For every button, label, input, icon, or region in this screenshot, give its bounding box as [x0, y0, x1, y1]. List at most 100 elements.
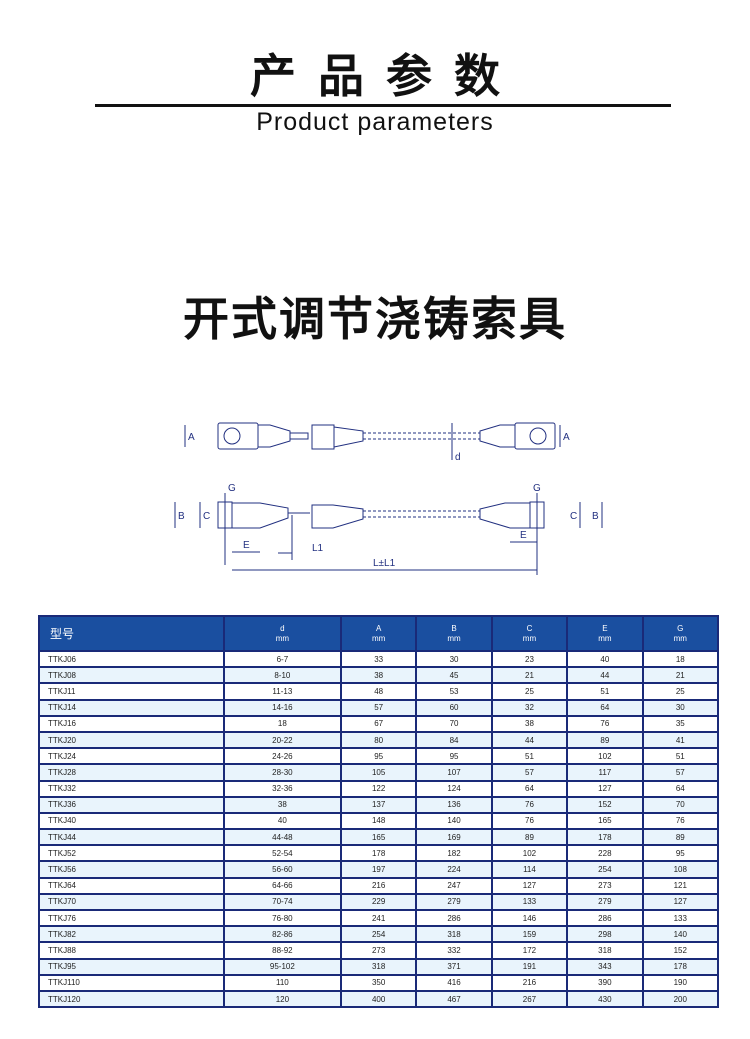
value-cell: 114 — [490, 861, 569, 879]
column-header-unit: mm — [598, 633, 612, 643]
section-title-cn: 产品参数 — [250, 49, 522, 103]
value-cell: 159 — [490, 926, 569, 944]
value-cell: 136 — [415, 796, 493, 814]
value-cell: 148 — [339, 812, 418, 831]
title-divider — [95, 104, 671, 107]
value-cell: 21 — [641, 667, 720, 685]
value-cell: 390 — [566, 974, 644, 992]
value-cell: 127 — [641, 893, 720, 912]
value-cell: 286 — [415, 910, 493, 928]
value-cell: 8-10 — [222, 667, 342, 685]
value-cell: 76 — [566, 715, 644, 733]
model-cell: TTKJ08 — [38, 667, 225, 685]
column-header-unit: mm — [673, 633, 687, 643]
label-b-right: B — [592, 511, 599, 522]
column-header: 型号 — [38, 615, 225, 652]
value-cell: 25 — [490, 683, 569, 701]
value-cell: 32 — [490, 699, 569, 717]
label-a-left: A — [188, 432, 195, 443]
value-cell: 25 — [641, 683, 720, 701]
value-cell: 279 — [415, 893, 493, 912]
table-row: TTKJ70 70-74 229 279 133 279 127 — [38, 893, 720, 912]
value-cell: 318 — [415, 926, 493, 944]
table-row: TTKJ76 76-80 241 286 146 286 133 — [38, 910, 720, 928]
value-cell: 332 — [415, 942, 493, 960]
value-cell: 216 — [339, 877, 418, 895]
table-row: TTKJ20 20-22 80 84 44 89 41 — [38, 731, 720, 750]
column-header-unit: mm — [371, 633, 386, 643]
table-row: TTKJ110 110 350 416 216 390 190 — [38, 974, 720, 992]
value-cell: 165 — [339, 829, 418, 847]
value-cell: 23 — [490, 651, 569, 669]
model-cell: TTKJ11 — [38, 683, 225, 701]
table-row: TTKJ40 40 148 140 76 165 76 — [38, 812, 720, 831]
table-row: TTKJ11 11-13 48 53 25 51 25 — [38, 683, 720, 701]
value-cell: 51 — [490, 748, 569, 766]
model-cell: TTKJ52 — [38, 845, 225, 863]
value-cell: 18 — [222, 715, 342, 733]
model-cell: TTKJ36 — [38, 796, 225, 814]
value-cell: 124 — [415, 780, 493, 798]
model-cell: TTKJ14 — [38, 699, 225, 717]
table-row: TTKJ88 88-92 273 332 172 318 152 — [38, 942, 720, 960]
value-cell: 80 — [339, 731, 418, 750]
value-cell: 18 — [641, 651, 720, 669]
value-cell: 137 — [339, 796, 418, 814]
table-row: TTKJ95 95-102 318 371 191 343 178 — [38, 958, 720, 976]
model-cell: TTKJ06 — [38, 651, 225, 669]
value-cell: 53 — [415, 683, 493, 701]
value-cell: 108 — [641, 861, 720, 879]
value-cell: 169 — [415, 829, 493, 847]
column-header: d mm — [222, 615, 342, 652]
model-cell: TTKJ16 — [38, 715, 225, 733]
value-cell: 64 — [490, 780, 569, 798]
column-header-name: E — [602, 623, 608, 633]
value-cell: 45 — [415, 667, 493, 685]
model-cell: TTKJ110 — [38, 974, 225, 992]
column-header-name: 型号 — [50, 626, 75, 641]
value-cell: 241 — [339, 910, 418, 928]
value-cell: 107 — [415, 764, 493, 782]
model-cell: TTKJ76 — [38, 910, 225, 928]
value-cell: 67 — [339, 715, 418, 733]
value-cell: 105 — [339, 764, 418, 782]
table-row: TTKJ32 32-36 122 124 64 127 64 — [38, 780, 720, 798]
model-cell: TTKJ95 — [38, 958, 225, 976]
value-cell: 343 — [566, 958, 644, 976]
value-cell: 165 — [566, 812, 644, 831]
value-cell: 146 — [490, 910, 569, 928]
label-g-right: G — [533, 483, 541, 494]
value-cell: 133 — [641, 910, 720, 928]
value-cell: 200 — [641, 990, 720, 1009]
value-cell: 33 — [339, 651, 418, 669]
value-cell: 127 — [490, 877, 569, 895]
value-cell: 44 — [566, 667, 644, 685]
value-cell: 40 — [222, 812, 342, 831]
table-row: TTKJ24 24-26 95 95 51 102 51 — [38, 748, 720, 766]
value-cell: 190 — [641, 974, 720, 992]
value-cell: 273 — [566, 877, 644, 895]
value-cell: 267 — [490, 990, 569, 1009]
table-row: TTKJ36 38 137 136 76 152 70 — [38, 796, 720, 814]
model-cell: TTKJ24 — [38, 748, 225, 766]
value-cell: 11-13 — [222, 683, 342, 701]
value-cell: 84 — [415, 731, 493, 750]
value-cell: 38 — [339, 667, 418, 685]
value-cell: 89 — [490, 829, 569, 847]
value-cell: 102 — [490, 845, 569, 863]
value-cell: 57 — [490, 764, 569, 782]
value-cell: 286 — [566, 910, 644, 928]
table-row: TTKJ120 120 400 467 267 430 200 — [38, 990, 720, 1009]
value-cell: 102 — [566, 748, 644, 766]
label-l1: L1 — [312, 543, 324, 554]
model-cell: TTKJ70 — [38, 893, 225, 912]
value-cell: 182 — [415, 845, 493, 863]
value-cell: 76 — [490, 812, 569, 831]
value-cell: 14-16 — [222, 699, 342, 717]
table-row: TTKJ08 8-10 38 45 21 44 21 — [38, 667, 720, 685]
model-cell: TTKJ82 — [38, 926, 225, 944]
table-row: TTKJ16 18 67 70 38 76 35 — [38, 715, 720, 733]
